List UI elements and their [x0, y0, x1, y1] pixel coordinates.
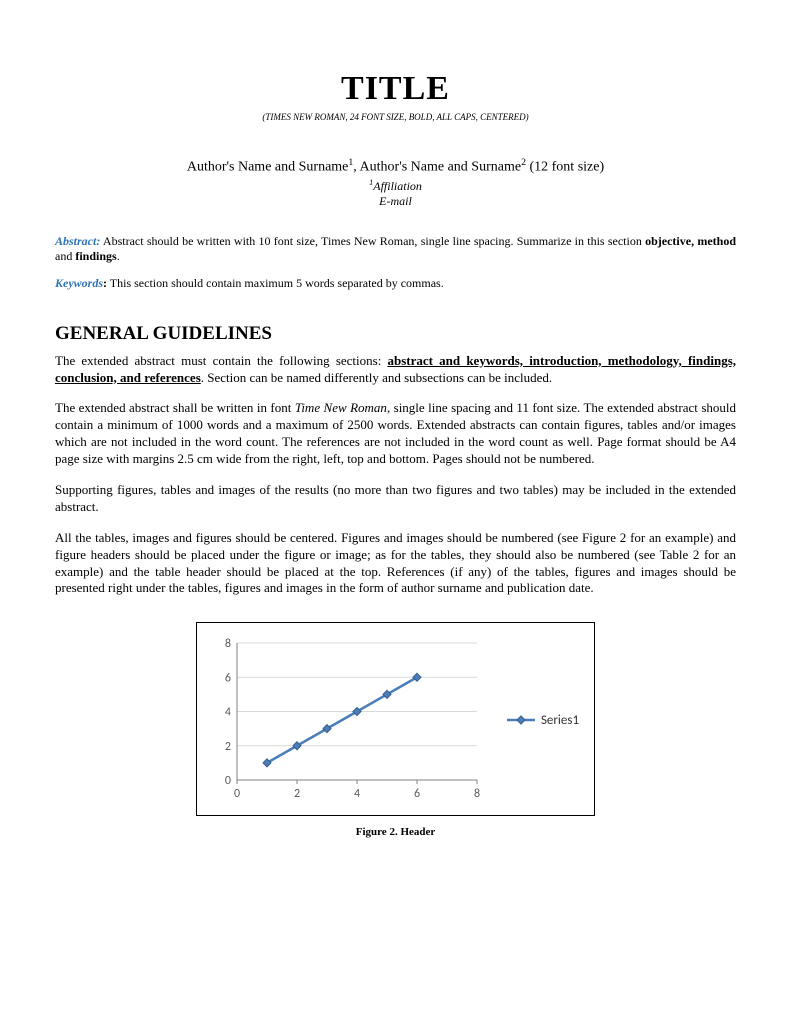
title-note: (TIMES NEW ROMAN, 24 FONT SIZE, BOLD, AL…: [55, 112, 736, 122]
svg-text:2: 2: [294, 787, 300, 801]
keywords-label: Keywords: [55, 276, 103, 290]
author1-name: Author's Name and Surname: [187, 160, 349, 175]
paragraph-4: All the tables, images and figures shoul…: [55, 530, 736, 598]
svg-text:8: 8: [225, 637, 231, 651]
chart-legend: Series1: [507, 713, 579, 728]
chart-border: 0 2 4 6 8 0 2 4 6 8 Series1: [196, 622, 595, 816]
svg-text:2: 2: [225, 740, 231, 754]
svg-text:6: 6: [225, 672, 231, 686]
svg-text:4: 4: [225, 706, 231, 720]
author2-name: Author's Name and Surname: [360, 160, 522, 175]
paragraph-1: The extended abstract must contain the f…: [55, 353, 736, 387]
svg-text:8: 8: [474, 787, 480, 801]
main-title: TITLE: [55, 70, 736, 108]
paragraph-2: The extended abstract shall be written i…: [55, 400, 736, 468]
section-heading: GENERAL GUIDELINES: [55, 323, 736, 345]
figure-caption: Figure 2. Header: [55, 826, 736, 838]
figure-container: 0 2 4 6 8 0 2 4 6 8 Series1 Figure 2. Header: [55, 622, 736, 838]
keywords-section: Keywords: This section should contain ma…: [55, 276, 736, 291]
svg-text:6: 6: [414, 787, 420, 801]
authors-line: Author's Name and Surname1, Author's Nam…: [55, 157, 736, 176]
title-block: TITLE (TIMES NEW ROMAN, 24 FONT SIZE, BO…: [55, 70, 736, 122]
legend-label: Series1: [541, 713, 579, 728]
email-line: E-mail: [55, 194, 736, 209]
author-block: Author's Name and Surname1, Author's Nam…: [55, 157, 736, 209]
svg-text:0: 0: [225, 774, 231, 788]
affiliation-line: 1Affiliation: [55, 178, 736, 194]
paragraph-3: Supporting figures, tables and images of…: [55, 482, 736, 516]
legend-marker: [507, 714, 535, 726]
abstract-section: Abstract: Abstract should be written wit…: [55, 234, 736, 264]
abstract-label: Abstract:: [55, 234, 100, 248]
line-chart: 0 2 4 6 8 0 2 4 6 8: [207, 635, 487, 805]
svg-text:0: 0: [234, 787, 240, 801]
svg-text:4: 4: [354, 787, 360, 801]
